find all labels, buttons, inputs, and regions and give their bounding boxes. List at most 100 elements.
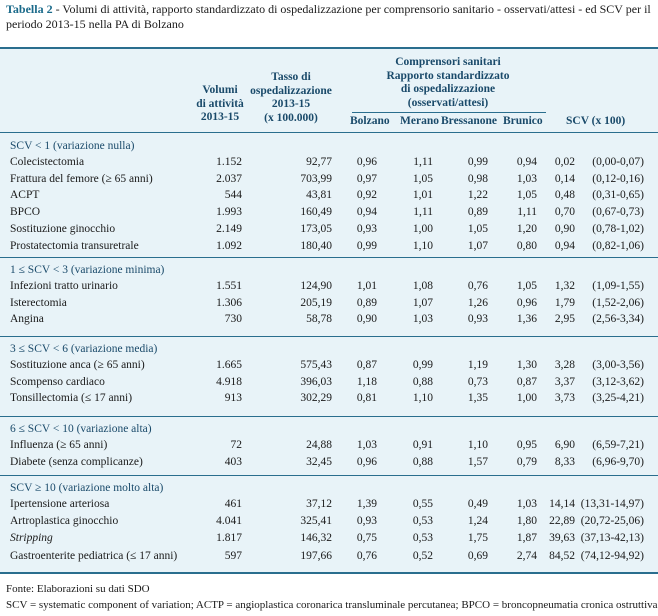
cell-scv: 0,70 <box>554 206 575 219</box>
cell-bz: 0,96 <box>356 455 377 468</box>
header-volumi-line1: Volumi <box>202 84 238 96</box>
row-name: Artroplastica ginocchio <box>10 515 119 528</box>
cell-tasso: 173,05 <box>300 222 332 235</box>
cell-vol: 1.092 <box>216 239 242 252</box>
cell-tasso: 160,49 <box>300 206 332 219</box>
cell-tasso: 302,29 <box>300 392 332 405</box>
cell-tasso: 37,12 <box>306 498 332 510</box>
cell-bu: 1,05 <box>516 280 537 292</box>
cell-bu: 0,94 <box>516 156 537 168</box>
cell-tasso: 32,45 <box>306 455 332 468</box>
cell-scv: 22,89 <box>549 515 575 528</box>
row-name: Infezioni tratto urinario <box>10 280 118 292</box>
cell-bz: 0,87 <box>356 359 377 371</box>
section-divider <box>0 416 658 417</box>
cell-me: 1,07 <box>412 296 433 309</box>
table-row: Colecistectomia 1.152 92,77 0,96 1,11 0,99 0,9… <box>0 155 658 170</box>
header-volumi-line3: 2013-15 <box>200 111 240 123</box>
footer-note: SCV = systematic component of variation;… <box>6 599 658 611</box>
section-divider <box>0 257 658 258</box>
cell-ci: (0,82-1,06) <box>592 239 644 252</box>
cell-tasso: 92,77 <box>306 156 332 168</box>
header-volumi: Volumi di attività 2013-15 <box>188 84 252 125</box>
cell-bu: 1,20 <box>516 222 537 235</box>
cell-bu: 1,00 <box>516 392 537 405</box>
cell-br: 0,93 <box>467 313 488 326</box>
cell-ci: (6,96-9,70) <box>592 455 644 468</box>
header-brunico: Brunico <box>503 115 543 127</box>
cell-scv: 0,90 <box>554 222 575 235</box>
table-row: Ipertensione arteriosa 461 37,12 1,39 0,55 0,… <box>0 497 658 512</box>
cell-scv: 0,48 <box>554 189 575 202</box>
cell-vol: 1.551 <box>216 280 242 292</box>
table-caption: Tabella 2 - Volumi di attività, rapporto… <box>6 2 652 32</box>
cell-ci: (3,00-3,56) <box>592 359 644 371</box>
cell-scv: 84,52 <box>549 549 575 562</box>
cell-bu: 1,03 <box>516 498 537 510</box>
header-tasso: Tasso di ospedalizzazione 2013-15 (x 100… <box>246 71 336 125</box>
cell-me: 1,11 <box>413 206 433 219</box>
cell-scv: 3,28 <box>554 359 575 371</box>
row-name: BPCO <box>10 206 41 219</box>
header-comprensori-line1: Comprensori sanitari <box>395 56 501 68</box>
cell-vol: 2.149 <box>216 222 242 235</box>
cell-ci: (0,78-1,02) <box>592 222 644 235</box>
row-name: ACPT <box>10 189 40 202</box>
cell-tasso: 575,43 <box>300 359 332 371</box>
cell-me: 1,00 <box>412 222 433 235</box>
cell-ci: (0,67-0,73) <box>592 206 644 219</box>
cell-bz: 1,39 <box>356 498 377 510</box>
cell-vol: 1.817 <box>216 532 242 545</box>
row-name: Isterectomia <box>10 296 67 309</box>
cell-br: 1,10 <box>467 439 488 451</box>
cell-vol: 1.665 <box>216 359 242 371</box>
cell-vol: 597 <box>224 549 242 562</box>
header-merano: Merano <box>400 115 439 127</box>
cell-ci: (0,00-0,07) <box>592 156 644 168</box>
cell-me: 0,53 <box>412 532 433 545</box>
header-comprensori-line2: Rapporto standardizzato <box>386 69 510 82</box>
cell-scv: 8,33 <box>554 455 575 468</box>
cell-ci: (1,09-1,55) <box>592 280 644 292</box>
header-comprensori-line4: (osservati/attesi) <box>407 96 489 109</box>
cell-vol: 544 <box>224 189 242 202</box>
footer-source: Fonte: Elaborazioni su dati SDO <box>6 583 150 595</box>
section-divider <box>0 336 658 337</box>
section-title: 1 ≤ SCV < 3 (variazione minima) <box>10 264 165 276</box>
cell-vol: 461 <box>224 498 242 510</box>
cell-ci: (20,72-25,06) <box>580 515 644 528</box>
cell-bz: 0,81 <box>356 392 377 405</box>
cell-scv: 2,95 <box>554 313 575 326</box>
cell-br: 1,05 <box>467 222 488 235</box>
caption-text: - Volumi di attività, rapporto standardi… <box>6 2 651 31</box>
cell-tasso: 703,99 <box>300 172 332 185</box>
table-row: Isterectomia 1.306 205,19 0,89 1,07 1,26 0,96 1… <box>0 296 658 311</box>
header-tasso-line4: (x 100.000) <box>264 111 318 124</box>
cell-bz: 1,01 <box>356 280 377 292</box>
header-tasso-line3: 2013-15 <box>271 98 311 110</box>
cell-br: 0,99 <box>467 156 488 168</box>
cell-vol: 4.041 <box>216 515 242 528</box>
cell-ci: (74,12-94,92) <box>580 549 644 562</box>
cell-vol: 4.918 <box>216 375 242 388</box>
cell-me: 1,03 <box>412 313 433 326</box>
header-comprensori-underline <box>352 112 546 113</box>
cell-scv: 1,79 <box>554 296 575 309</box>
cell-ci: (37,13-42,13) <box>580 532 644 545</box>
table-row: Gastroenterite pediatrica (≤ 17 anni) 597… <box>0 549 658 564</box>
row-name: Sostituzione anca (≥ 65 anni) <box>10 359 145 371</box>
table-row: Influenza (≥ 65 anni) 72 24,88 1,03 0,91 1,10… <box>0 438 658 453</box>
cell-bu: 0,80 <box>516 239 537 252</box>
section-title: 6 ≤ SCV < 10 (variazione alta) <box>10 423 152 435</box>
row-name: Influenza (≥ 65 anni) <box>10 439 108 451</box>
cell-tasso: 43,81 <box>306 189 332 202</box>
cell-bu: 1,11 <box>517 206 537 219</box>
cell-me: 0,91 <box>412 439 433 451</box>
cell-tasso: 124,90 <box>300 280 332 292</box>
row-name: Stripping <box>10 532 53 545</box>
table-row: Infezioni tratto urinario 1.551 124,90 1,01… <box>0 279 658 294</box>
cell-vol: 913 <box>224 392 242 405</box>
cell-br: 0,76 <box>467 280 488 292</box>
row-name: Frattura del femore (≥ 65 anni) <box>10 172 153 185</box>
cell-bu: 0,95 <box>516 439 537 451</box>
